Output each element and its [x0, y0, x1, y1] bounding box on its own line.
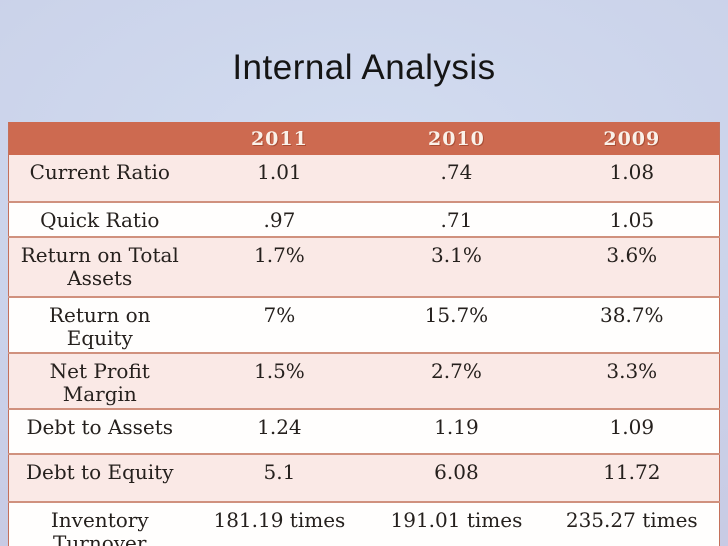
empty-corner-header	[8, 122, 191, 155]
ratio-value: 5.1	[190, 453, 369, 502]
ratio-value: 1.24	[190, 408, 369, 454]
ratio-value: 181.19 times	[190, 501, 369, 546]
ratio-label: Return on Equity	[8, 296, 191, 353]
financial-ratios-table: 2011 2010 2009 Current Ratio 1.01 .74 1.…	[8, 122, 720, 546]
ratio-value: 2.7%	[368, 352, 545, 409]
table-row-net-profit-margin: Net Profit Margin 1.5% 2.7% 3.3%	[8, 352, 720, 409]
ratio-value: 1.08	[544, 155, 720, 202]
table-row-return-on-total-assets: Return on Total Assets 1.7% 3.1% 3.6%	[8, 236, 720, 297]
ratio-value: 191.01 times	[368, 501, 545, 546]
slide-title: Internal Analysis	[232, 48, 496, 87]
year-column-header-2011: 2011	[190, 122, 369, 155]
ratio-value: .97	[190, 201, 369, 237]
ratio-value: 235.27 times	[544, 501, 720, 546]
ratio-value: 1.5%	[190, 352, 369, 409]
ratio-label: Current Ratio	[8, 155, 191, 202]
table-row-quick-ratio: Quick Ratio .97 .71 1.05	[8, 201, 720, 237]
table-header-row: 2011 2010 2009	[8, 122, 720, 155]
ratio-value: 1.05	[544, 201, 720, 237]
table-row-current-ratio: Current Ratio 1.01 .74 1.08	[8, 155, 720, 202]
table-row-debt-to-equity: Debt to Equity 5.1 6.08 11.72	[8, 453, 720, 502]
ratio-value: 1.01	[190, 155, 369, 202]
ratio-value: .74	[368, 155, 545, 202]
ratio-label: Return on Total Assets	[8, 236, 191, 297]
year-column-header-2010: 2010	[368, 122, 545, 155]
ratio-label: Debt to Equity	[8, 453, 191, 502]
table-row-debt-to-assets: Debt to Assets 1.24 1.19 1.09	[8, 408, 720, 454]
ratio-value: 1.7%	[190, 236, 369, 297]
ratio-value: 7%	[190, 296, 369, 353]
ratio-value: 3.1%	[368, 236, 545, 297]
ratio-label: Inventory Turnover	[8, 501, 191, 546]
ratio-label: Debt to Assets	[8, 408, 191, 454]
ratio-value: .71	[368, 201, 545, 237]
ratio-value: 3.3%	[544, 352, 720, 409]
ratio-value: 1.09	[544, 408, 720, 454]
ratio-label: Quick Ratio	[8, 201, 191, 237]
ratio-value: 3.6%	[544, 236, 720, 297]
ratio-label: Net Profit Margin	[8, 352, 191, 409]
table-row-inventory-turnover: Inventory Turnover 181.19 times 191.01 t…	[8, 501, 720, 546]
ratio-value: 15.7%	[368, 296, 545, 353]
ratio-value: 38.7%	[544, 296, 720, 353]
ratio-value: 6.08	[368, 453, 545, 502]
table-row-return-on-equity: Return on Equity 7% 15.7% 38.7%	[8, 296, 720, 353]
year-column-header-2009: 2009	[544, 122, 720, 155]
ratio-value: 1.19	[368, 408, 545, 454]
ratio-value: 11.72	[544, 453, 720, 502]
